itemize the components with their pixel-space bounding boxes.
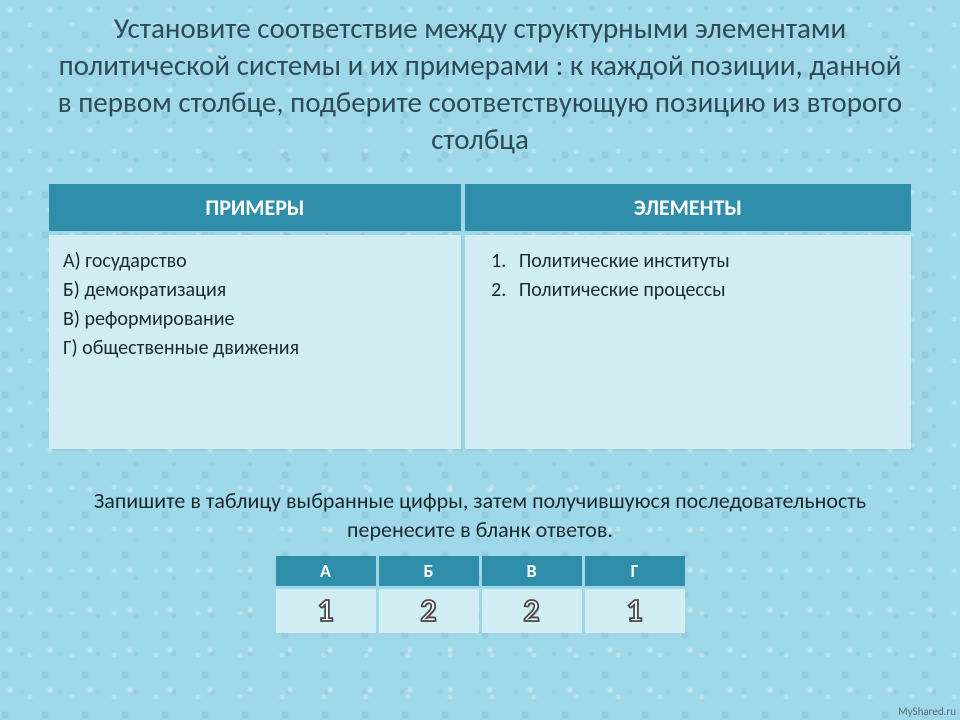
answer-table: А Б В Г 1 2 2 1: [273, 553, 688, 636]
answer-value-cell: 2: [379, 589, 479, 633]
header-elements: ЭЛЕМЕНТЫ: [465, 184, 911, 231]
answer-value-cell: 1: [276, 589, 376, 633]
slide-content: Установите соответствие между структурны…: [0, 0, 960, 720]
answer-header-row: А Б В Г: [276, 556, 685, 586]
answer-header-cell: В: [482, 556, 582, 586]
header-examples: ПРИМЕРЫ: [49, 184, 461, 231]
table-header-row: ПРИМЕРЫ ЭЛЕМЕНТЫ: [49, 184, 911, 231]
cell-elements: Политические институты Политические проц…: [465, 235, 911, 449]
answer-header-cell: Б: [379, 556, 479, 586]
answer-header-cell: Г: [585, 556, 685, 586]
example-item: А) государство: [63, 247, 447, 276]
element-item: Политические процессы: [511, 276, 897, 305]
cell-examples: А) государство Б) демократизация В) рефо…: [49, 235, 461, 449]
answer-header-cell: А: [276, 556, 376, 586]
answer-value-row: 1 2 2 1: [276, 589, 685, 633]
matching-table: ПРИМЕРЫ ЭЛЕМЕНТЫ А) государство Б) демок…: [45, 180, 915, 453]
answer-value-cell: 1: [585, 589, 685, 633]
example-item: В) реформирование: [63, 305, 447, 334]
example-item: Б) демократизация: [63, 276, 447, 305]
answer-value-cell: 2: [482, 589, 582, 633]
element-item: Политические институты: [511, 247, 897, 276]
slide-stage: Установите соответствие между структурны…: [0, 0, 960, 720]
table-body-row: А) государство Б) демократизация В) рефо…: [49, 235, 911, 449]
slide-title: Установите соответствие между структурны…: [30, 10, 930, 180]
instruction-text: Запишите в таблицу выбранные цифры, зате…: [30, 453, 930, 552]
example-item: Г) общественные движения: [63, 334, 447, 363]
elements-list: Политические институты Политические проц…: [479, 247, 897, 305]
